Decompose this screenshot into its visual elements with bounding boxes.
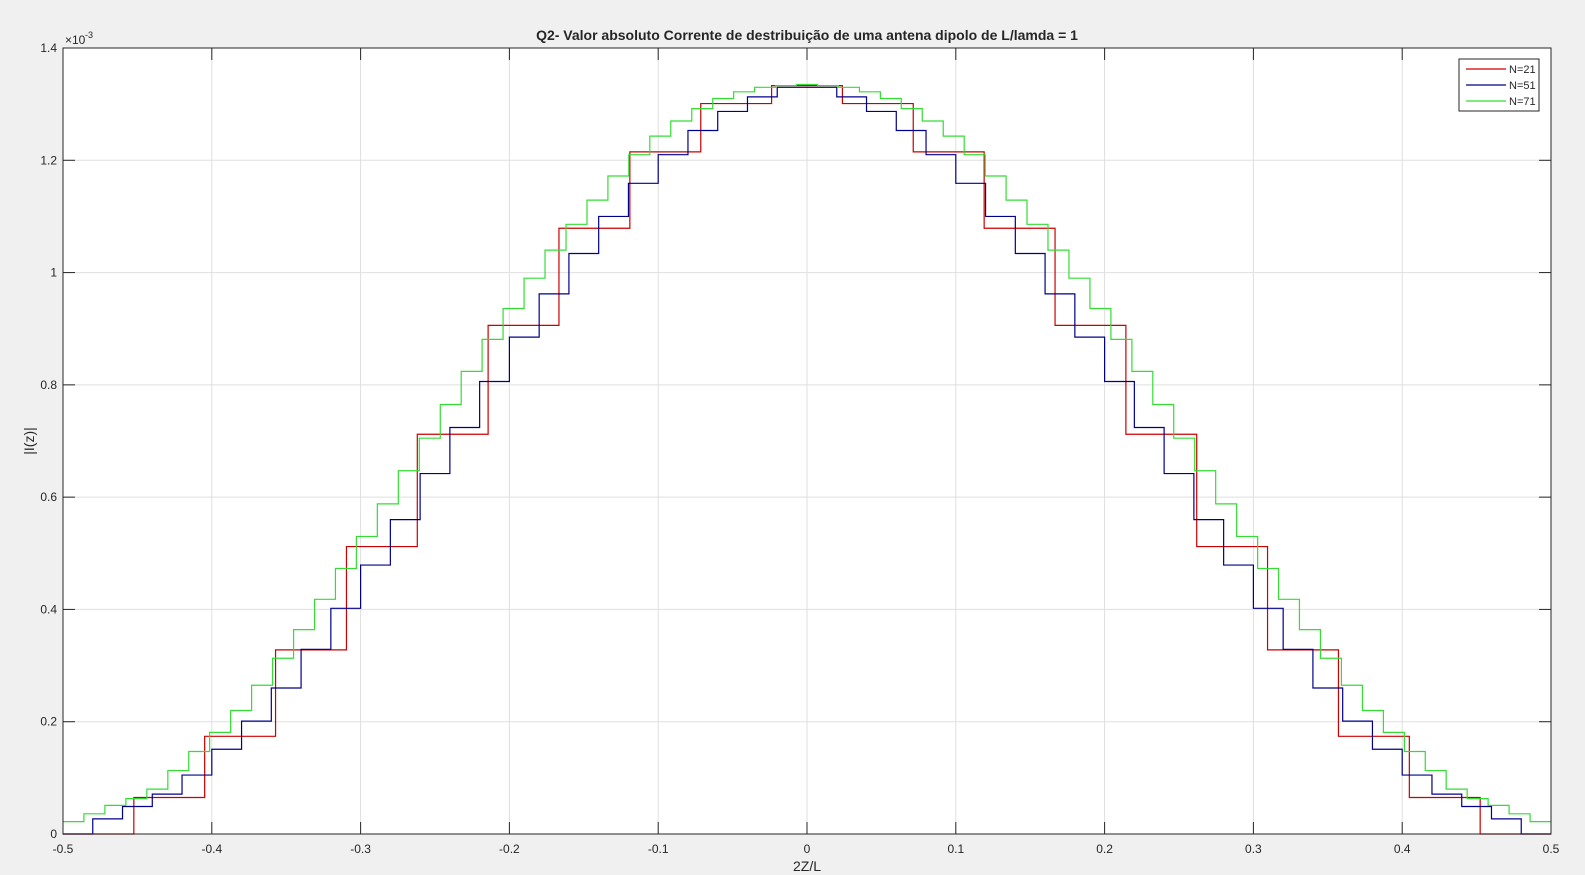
tick-marks <box>62 47 1552 835</box>
x-tick-label: -0.3 <box>350 842 371 856</box>
y-tick-label: 1 <box>50 266 57 280</box>
y-tick-label: 1.2 <box>40 153 57 167</box>
x-tick-label: 0.5 <box>1543 842 1560 856</box>
x-tick-label: -0.4 <box>201 842 222 856</box>
x-axis-label: 2Z/L <box>793 858 821 874</box>
legend-label: N=71 <box>1509 96 1536 108</box>
x-tick-label: -0.1 <box>648 842 669 856</box>
y-axis-label: |I(z)| <box>21 427 37 455</box>
chart-title: Q2- Valor absoluto Corrente de destribui… <box>536 27 1078 43</box>
legend[interactable]: N=21 N=51 N=71 <box>1458 58 1540 112</box>
y-exponent-power: -3 <box>85 30 93 40</box>
y-tick-label: 0.6 <box>40 490 57 504</box>
x-tick-label: 0.4 <box>1394 842 1411 856</box>
legend-label: N=51 <box>1509 80 1536 92</box>
series-line-n-51 <box>63 86 1551 835</box>
series-line-n-71 <box>62 83 1552 823</box>
x-tick-label: 0.2 <box>1096 842 1113 856</box>
y-exponent-base: ×10 <box>65 33 86 47</box>
series-layer <box>62 83 1552 835</box>
x-tick-label: 0.3 <box>1245 842 1262 856</box>
y-tick-label: 0 <box>50 827 57 841</box>
x-tick-label: 0 <box>804 842 811 856</box>
y-tick-label: 1.4 <box>40 41 57 55</box>
series-line-n-21 <box>63 85 1551 835</box>
y-tick-label: 0.2 <box>40 715 57 729</box>
y-exponent-label: ×10 -3 <box>65 30 93 47</box>
y-tick-label: 0.8 <box>40 378 57 392</box>
tick-labels: -0.5 -0.4 -0.3 -0.2 -0.1 0 0.1 0.2 0.3 0.4 0.5 0 0.2… <box>40 41 1559 856</box>
x-tick-label: -0.2 <box>499 842 520 856</box>
x-tick-label: 0.1 <box>947 842 964 856</box>
legend-items: N=21 N=51 N=71 <box>1466 64 1536 108</box>
x-tick-label: -0.5 <box>53 842 74 856</box>
y-tick-label: 0.4 <box>40 602 57 616</box>
legend-label: N=21 <box>1509 64 1536 76</box>
